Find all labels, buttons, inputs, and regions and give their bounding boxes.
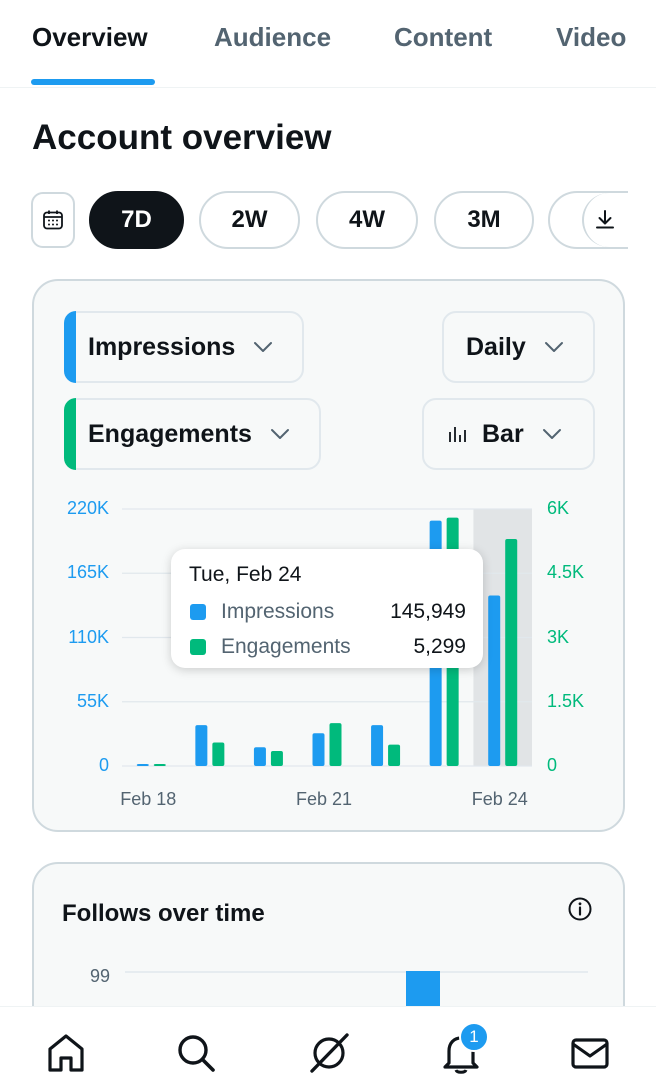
engagements-bar — [270, 751, 283, 766]
right-axis-tick: 0 — [547, 755, 558, 775]
engagements-bar — [388, 744, 401, 766]
tooltip-value: 145,949 — [390, 600, 466, 623]
left-axis-tick: 0 — [98, 755, 109, 775]
tab-content[interactable]: Content — [394, 22, 493, 52]
engagements-bar — [329, 723, 342, 766]
engagements-swatch — [190, 639, 206, 655]
nav-grok[interactable] — [305, 1029, 353, 1077]
x-axis-tick: Feb 18 — [120, 789, 177, 809]
grok-icon — [310, 1033, 349, 1073]
tooltip-title: Tue, Feb 24 — [189, 563, 302, 586]
left-axis-tick: 220K — [66, 498, 109, 518]
calendar-icon — [43, 210, 63, 230]
calendar-button[interactable] — [31, 192, 75, 248]
chevron-down-icon — [253, 341, 273, 353]
interval-dropdown[interactable]: Daily — [442, 311, 595, 383]
metric1-label: Impressions — [88, 332, 236, 361]
x-axis-tick: Feb 21 — [296, 789, 353, 809]
follows-card-title: Follows over time — [62, 900, 265, 927]
impressions-bar — [136, 764, 149, 766]
engagements-color-marker — [64, 398, 76, 470]
notification-badge: 1 — [459, 1022, 489, 1052]
chevron-down-icon — [270, 428, 290, 440]
left-axis-tick: 55K — [76, 690, 109, 711]
impressions-swatch — [190, 604, 206, 620]
follows-bar — [406, 971, 440, 1010]
tooltip-row-impressions: Impressions 145,949 — [190, 599, 466, 625]
tooltip-value: 5,299 — [413, 635, 466, 658]
page-title: Account overview — [32, 118, 332, 157]
metric2-dropdown[interactable]: Engagements — [64, 398, 321, 470]
chart-tooltip: Tue, Feb 24 Impressions 145,949 Engageme… — [171, 549, 483, 668]
nav-home[interactable] — [42, 1029, 90, 1077]
impressions-color-marker — [64, 311, 76, 383]
download-button[interactable] — [582, 193, 626, 247]
range-chip-4w[interactable]: 4W — [316, 191, 418, 249]
engagements-bar — [153, 764, 166, 766]
follows-y-tick: 99 — [89, 966, 110, 986]
download-icon — [596, 210, 614, 229]
impressions-engagements-chart — [122, 508, 532, 767]
impressions-bar — [371, 725, 384, 766]
tooltip-row-engagements: Engagements 5,299 — [190, 634, 466, 660]
left-axis-tick: 110K — [68, 626, 109, 647]
impressions-bar — [195, 725, 208, 766]
right-axis-tick: 1.5K — [547, 690, 585, 711]
x-axis-tick: Feb 24 — [471, 789, 528, 809]
chevron-down-icon — [544, 341, 564, 353]
tab-video[interactable]: Video — [556, 22, 627, 52]
chart-type-label: Bar — [482, 419, 524, 448]
tab-overview[interactable]: Overview — [32, 22, 148, 52]
follows-chart — [125, 971, 588, 1010]
right-axis-tick: 6K — [547, 498, 570, 518]
right-axis-tick: 3K — [547, 626, 570, 647]
metric2-label: Engagements — [88, 419, 252, 448]
impressions-bar — [312, 733, 325, 766]
analytics-tabs: Overview Audience Content Video — [0, 0, 656, 88]
interval-label: Daily — [466, 332, 526, 361]
impressions-bar — [488, 595, 501, 766]
right-axis-tick: 4.5K — [547, 562, 585, 583]
engagements-bar — [212, 742, 225, 766]
metric1-dropdown[interactable]: Impressions — [64, 311, 304, 383]
nav-search[interactable] — [172, 1029, 220, 1077]
tooltip-series-name: Impressions — [221, 600, 335, 623]
bottom-nav — [0, 1006, 656, 1080]
active-tab-indicator — [31, 79, 155, 85]
impressions-bar — [253, 747, 266, 766]
home-icon — [48, 1034, 84, 1072]
range-chip-7d[interactable]: 7D — [89, 191, 184, 249]
tab-audience[interactable]: Audience — [214, 22, 332, 52]
search-icon — [178, 1035, 215, 1072]
info-icon[interactable] — [567, 896, 593, 922]
range-chip-3m[interactable]: 3M — [434, 191, 534, 249]
chart-type-dropdown[interactable]: Bar — [422, 398, 595, 470]
tooltip-series-name: Engagements — [221, 635, 351, 658]
chevron-down-icon — [542, 428, 562, 440]
messages-icon — [571, 1038, 609, 1069]
left-axis-tick: 165K — [66, 562, 109, 583]
range-chip-2w[interactable]: 2W — [199, 191, 300, 249]
engagements-bar — [505, 539, 518, 766]
nav-messages[interactable] — [566, 1029, 614, 1077]
bar-chart-icon — [448, 424, 468, 444]
